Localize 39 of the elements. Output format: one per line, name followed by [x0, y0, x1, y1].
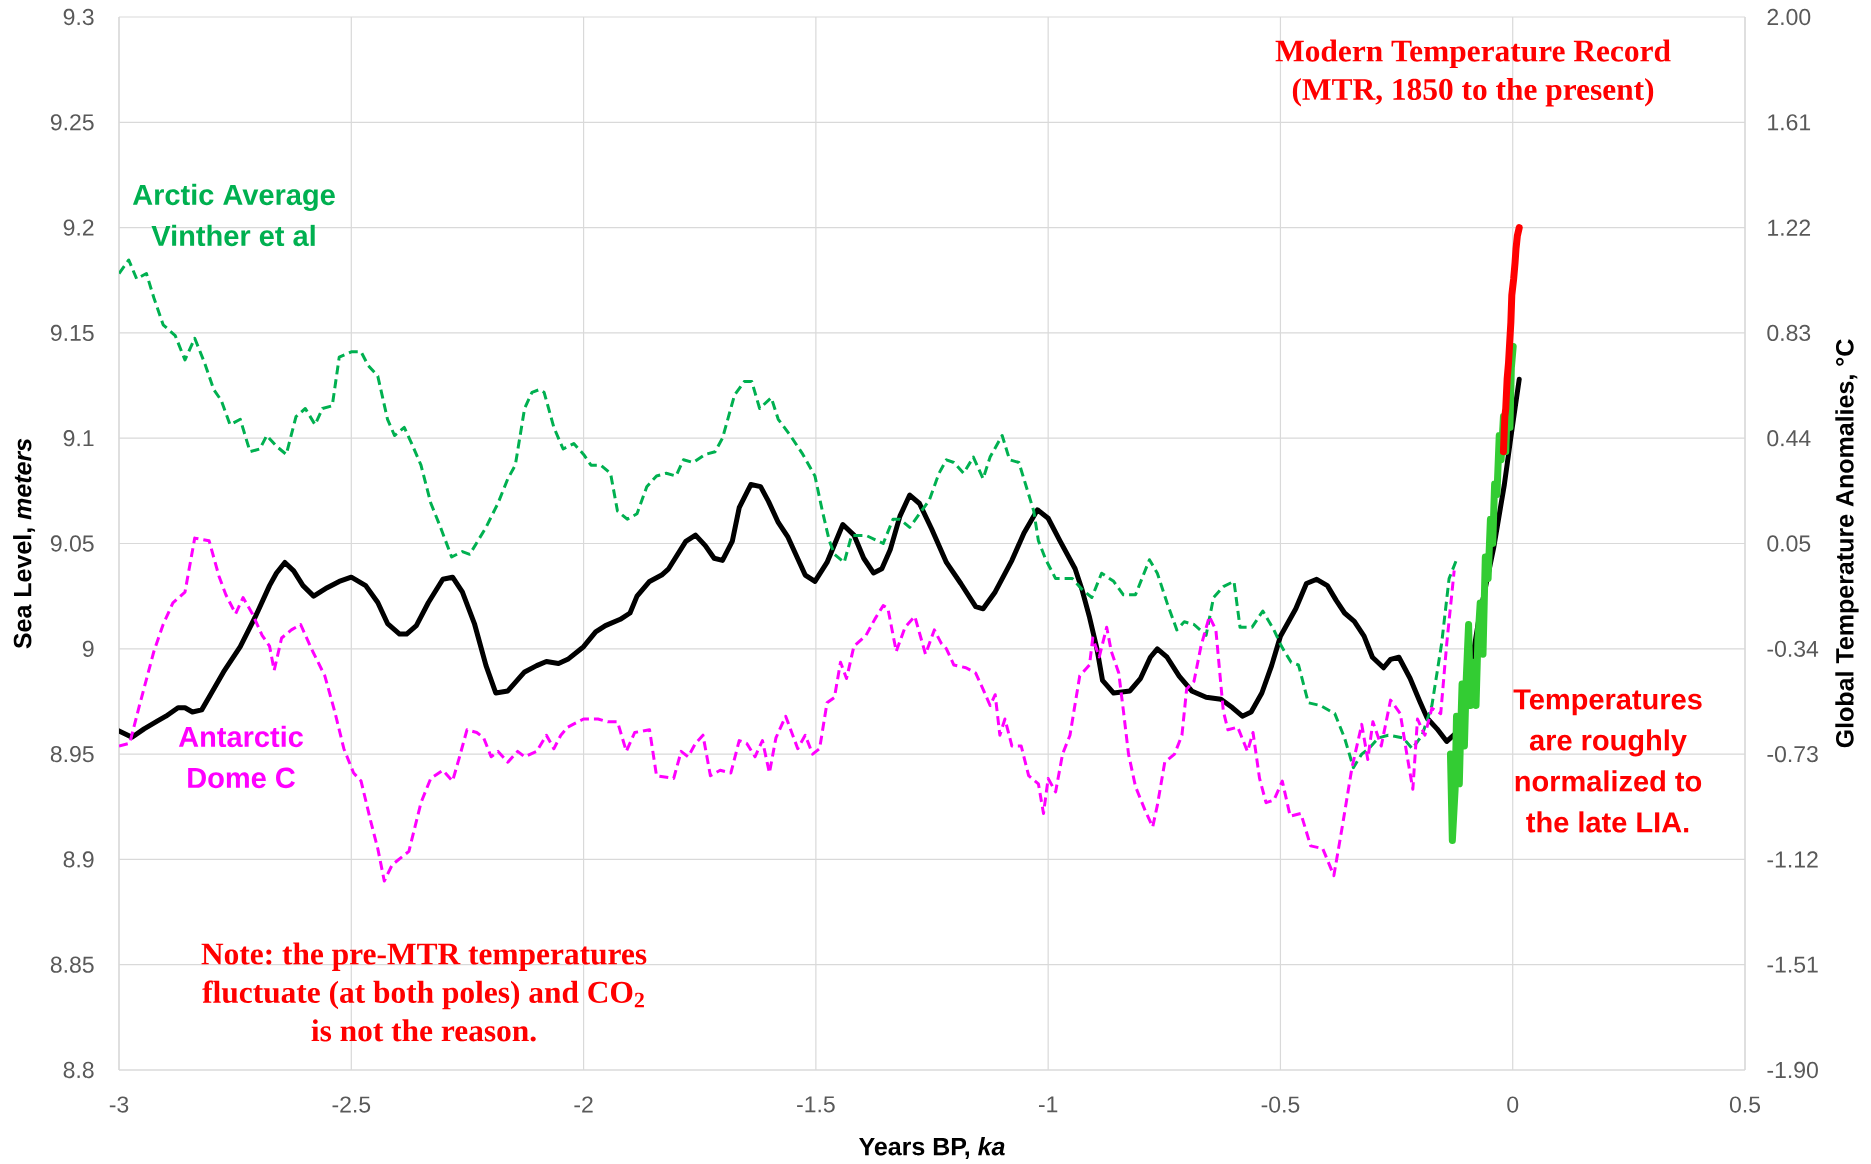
y2-tick-label: -0.73: [1767, 745, 1818, 763]
x-tick-label: -0.5: [1261, 1096, 1300, 1113]
y-tick-label: 8.95: [50, 745, 94, 763]
x-tick-label: -2.5: [332, 1096, 371, 1113]
x-tick-label: 0.5: [1729, 1096, 1761, 1113]
y-axis-title: Sea Level, meters: [13, 438, 36, 649]
x-tick-label: 0: [1507, 1096, 1519, 1113]
y2-tick-label: 1.61: [1768, 114, 1811, 131]
y2-tick-label: -1.90: [1767, 1061, 1818, 1079]
x-tick-label: -1.5: [797, 1096, 835, 1113]
y2-tick-label: 1.22: [1768, 219, 1811, 236]
y2-axis-title: Global Temperature Anomalies, °C: [1835, 339, 1859, 748]
x-tick-label: -1: [1038, 1096, 1058, 1113]
series-label: Arctic Average Vinther et al: [132, 183, 335, 247]
series-label: Antarctic Dome C: [178, 725, 303, 789]
y-tick-label: 8.8: [63, 1061, 94, 1079]
y2-tick-label: -1.12: [1767, 851, 1818, 868]
y2-tick-label: 0.05: [1767, 535, 1811, 552]
y-tick-label: 9.3: [63, 8, 94, 26]
y-tick-label: 9.2: [63, 219, 94, 236]
line-series: [119, 536, 1456, 883]
text: Note: the pre-MTR temperatures fluctuate (at both poles) and CO$_{2}$ is not the reason.: [201, 942, 647, 1042]
x-tick-label: -2: [574, 1096, 593, 1113]
y-tick-label: 9.25: [50, 114, 94, 131]
y-tick-label: 8.9: [63, 851, 94, 868]
y-tick-label: 8.85: [50, 956, 94, 973]
y2-tick-label: -1.51: [1767, 956, 1818, 973]
x-axis-title: Years BP, ka: [859, 1137, 1005, 1160]
y2-tick-label: -0.34: [1767, 640, 1819, 657]
y2-tick-label: 0.44: [1767, 430, 1811, 447]
y-tick-label: 9.15: [50, 324, 94, 342]
y-tick-label: 9: [82, 640, 94, 657]
x-tick-label: -3: [109, 1096, 129, 1113]
y2-tick-label: 2.00: [1767, 8, 1811, 26]
y-tick-label: 9.1: [63, 430, 94, 447]
annotation: Modern Temperature Record (MTR, 1850 to the present): [1275, 39, 1671, 107]
y2-tick-label: 0.83: [1767, 324, 1811, 342]
annotation: Temperatures are roughly normalized to the late LIA.: [1513, 689, 1702, 833]
y-tick-label: 9.05: [50, 535, 94, 552]
